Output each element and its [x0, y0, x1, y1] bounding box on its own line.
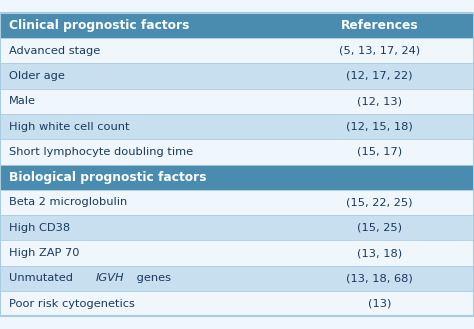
Text: (12, 17, 22): (12, 17, 22) [346, 71, 412, 81]
Text: (5, 13, 17, 24): (5, 13, 17, 24) [338, 45, 420, 56]
Text: IGVH: IGVH [96, 273, 124, 284]
Text: Older age: Older age [9, 71, 64, 81]
Bar [0, 291, 474, 316]
Text: References: References [340, 19, 418, 32]
Bar [0, 240, 474, 266]
Text: (13, 18): (13, 18) [356, 248, 402, 258]
Text: (15, 17): (15, 17) [356, 147, 402, 157]
Bar [0, 38, 474, 63]
Text: Male: Male [9, 96, 36, 106]
Text: Short lymphocyte doubling time: Short lymphocyte doubling time [9, 147, 192, 157]
Text: Poor risk cytogenetics: Poor risk cytogenetics [9, 299, 135, 309]
Bar [0, 164, 474, 190]
Text: High CD38: High CD38 [9, 223, 70, 233]
Text: (15, 22, 25): (15, 22, 25) [346, 197, 412, 208]
Bar [0, 89, 474, 114]
Bar [0, 139, 474, 164]
Bar [0, 13, 474, 38]
Text: (12, 15, 18): (12, 15, 18) [346, 121, 412, 132]
Text: (13): (13) [367, 299, 391, 309]
Bar [0, 190, 474, 215]
Text: genes: genes [133, 273, 171, 284]
Text: (15, 25): (15, 25) [357, 223, 401, 233]
Text: Beta 2 microglobulin: Beta 2 microglobulin [9, 197, 127, 208]
Text: High ZAP 70: High ZAP 70 [9, 248, 79, 258]
Text: (12, 13): (12, 13) [357, 96, 401, 106]
Bar [0, 63, 474, 89]
Text: (13, 18, 68): (13, 18, 68) [346, 273, 412, 284]
Bar [0, 114, 474, 139]
Text: Clinical prognostic factors: Clinical prognostic factors [9, 19, 189, 32]
Text: High white cell count: High white cell count [9, 121, 129, 132]
Text: Unmutated: Unmutated [9, 273, 76, 284]
Bar [0, 266, 474, 291]
Text: Advanced stage: Advanced stage [9, 45, 100, 56]
Text: Biological prognostic factors: Biological prognostic factors [9, 171, 206, 184]
Bar [0, 215, 474, 240]
